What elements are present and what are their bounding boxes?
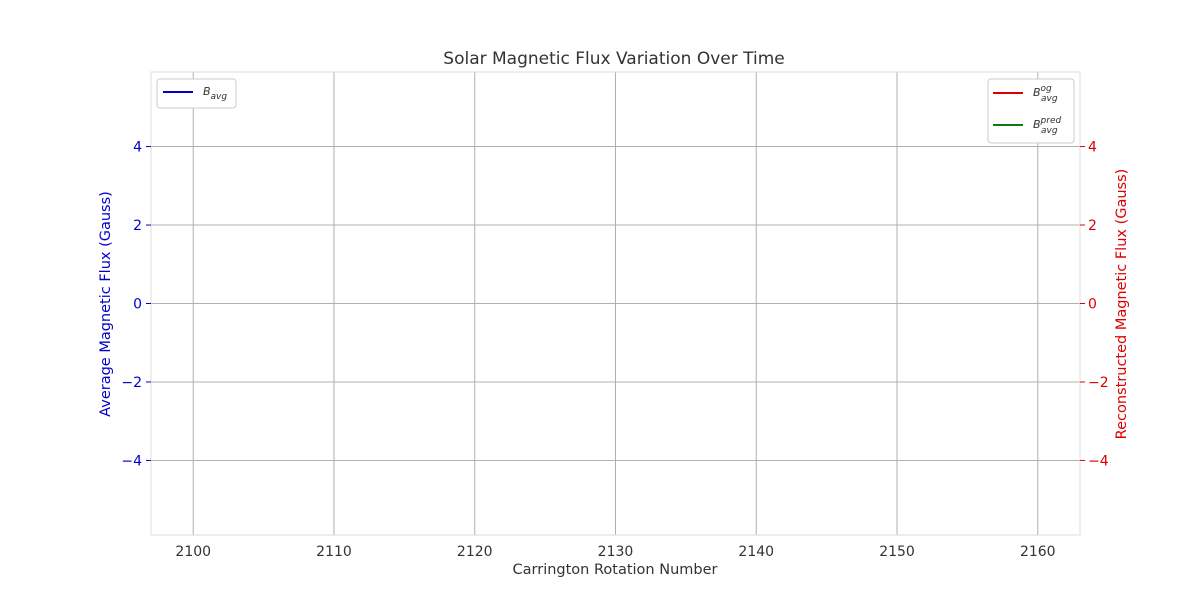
legend-left-box [156,78,237,109]
x-tick-label: 2160 [1020,544,1056,560]
left-y-axis-label: Average Magnetic Flux (Gauss) [98,191,114,417]
right-y-tick-label: −4 [1088,453,1109,469]
legend-label-sup: pred [1040,116,1062,126]
x-tick-label: 2150 [879,544,915,560]
legend-left: Bavg [156,78,237,109]
left-y-tick-labels: −4 −2 0 2 4 [121,140,151,469]
chart-title: Solar Magnetic Flux Variation Over Time [443,49,784,69]
x-tick-label: 2120 [457,544,493,560]
x-tick-labels: 2100 2110 2120 2130 2140 2150 2160 [175,544,1055,560]
right-y-tick-label: 4 [1088,140,1097,156]
legend-label-sub: avg [1041,94,1058,104]
legend-right-box [987,78,1075,144]
x-tick-label: 2140 [738,544,774,560]
legend-label-sup: og [1041,84,1053,94]
grid [151,72,1080,535]
right-y-tick-label: 2 [1088,218,1097,234]
right-y-tick-label: 0 [1088,297,1097,313]
legend-label-sub: avg [211,92,228,102]
x-axis-label: Carrington Rotation Number [513,562,718,578]
legend-label: Bpred avg [1033,116,1061,136]
left-y-tick-label: −2 [121,375,142,391]
left-y-tick-label: 2 [133,218,142,234]
right-y-axis-label: Reconstructed Magnetic Flux (Gauss) [1114,169,1130,440]
legend-label-sub: avg [1041,126,1058,136]
left-y-tick-label: 0 [133,297,142,313]
right-y-tick-labels: −4 −2 0 2 4 [1080,140,1109,469]
x-tick-label: 2110 [316,544,352,560]
x-tick-label: 2100 [175,544,211,560]
x-tick-label: 2130 [598,544,634,560]
right-y-tick-label: −2 [1088,375,1109,391]
left-y-tick-label: 4 [133,140,142,156]
left-y-tick-label: −4 [121,453,142,469]
